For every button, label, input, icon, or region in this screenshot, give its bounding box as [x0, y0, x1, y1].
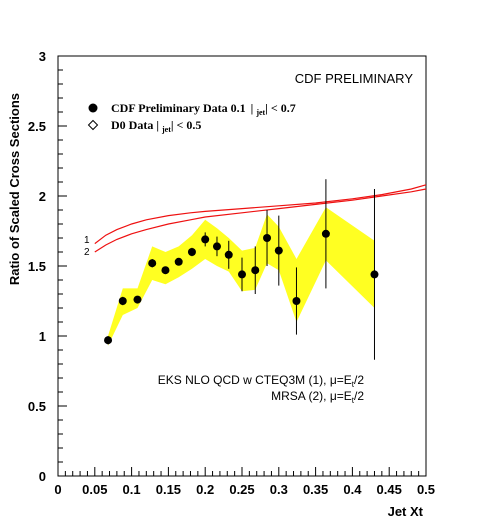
data-point — [321, 229, 330, 238]
annotation-line-1: EKS NLO QCD w CTEQ3M (1), μ=Et/2 — [158, 373, 365, 389]
y-axis-label: Ratio of Scaled Cross Sections — [7, 93, 22, 285]
y-tick-label: 0.5 — [28, 399, 46, 414]
x-tick-label: 0.05 — [82, 482, 107, 497]
data-point — [224, 250, 233, 259]
legend-label-d0: D0 Data | jet| < 0.5 — [111, 118, 201, 134]
data-points-layer — [104, 179, 379, 360]
y-tick-label: 0 — [39, 469, 46, 484]
x-tick-label: 0.5 — [417, 482, 435, 497]
y-tick-label: 3 — [39, 49, 46, 64]
annotation-line-2: MRSA (2), μ=Et/2 — [271, 389, 364, 405]
x-tick-label: 0.4 — [343, 482, 362, 497]
data-point — [133, 295, 142, 304]
theory-curve-2 — [94, 188, 427, 253]
y-tick-label: 2 — [39, 189, 46, 204]
y-tick-label: 1 — [39, 329, 46, 344]
data-point — [251, 266, 260, 275]
legend-d0-sub: jet — [161, 125, 171, 134]
data-point — [174, 257, 183, 266]
x-axis-label: Jet Xt — [388, 504, 424, 519]
data-point — [201, 235, 210, 244]
data-point — [104, 336, 113, 345]
legend-cdf-prefix: CDF Preliminary Data 0.1 — [111, 101, 246, 115]
legend: CDF Preliminary Data 0.1 | jet| < 0.7 D0… — [87, 101, 296, 134]
annotation-line-2-mu: μ=E — [330, 389, 352, 403]
curve-label-1: 1 — [84, 235, 90, 246]
data-point — [118, 297, 127, 305]
data-point — [187, 248, 196, 256]
x-tick-label: 0.3 — [270, 482, 288, 497]
data-point — [292, 297, 301, 305]
x-tick-label: 0.25 — [229, 482, 254, 497]
x-tick-label: 0.1 — [123, 482, 141, 497]
x-tick-label: 0.15 — [156, 482, 181, 497]
curve-label-2: 2 — [84, 247, 90, 258]
data-point — [148, 259, 157, 268]
annotation-line-2-prefix: MRSA (2), — [271, 389, 330, 403]
theory-curve-1 — [94, 184, 427, 245]
x-tick-label: 0.2 — [196, 482, 214, 497]
legend-cdf-suffix: < 0.7 — [271, 101, 296, 115]
annotation-line-1-prefix: EKS NLO QCD w CTEQ3M (1), — [158, 373, 330, 387]
annotation-line-2-suffix: /2 — [354, 389, 364, 403]
legend-marker-d0 — [87, 119, 99, 131]
axis-ticks-layer: 0 0.05 0.1 0.15 0.2 0.25 0.3 0.35 0.4 0.45 0.5 0 0.5… — [28, 49, 435, 497]
legend-d0-suffix: < 0.5 — [177, 118, 202, 132]
theory-curves-layer — [94, 184, 427, 253]
data-point — [238, 270, 246, 279]
y-tick-label: 2.5 — [28, 119, 46, 134]
x-tick-label: 0.35 — [303, 482, 328, 497]
y-tick-label: 1.5 — [28, 259, 46, 274]
annotation-line-1-suffix: /2 — [354, 373, 364, 387]
legend-label-cdf: CDF Preliminary Data 0.1 | jet| < 0.7 — [111, 101, 296, 117]
annotation-line-2-sub: t — [352, 396, 355, 405]
data-point — [370, 270, 379, 279]
data-point — [263, 234, 272, 242]
x-tick-label: 0 — [54, 482, 61, 497]
data-point — [161, 266, 170, 275]
legend-marker-cdf — [88, 103, 98, 113]
legend-cdf-sub: jet — [255, 108, 265, 117]
annotation-line-1-mu: μ=E — [330, 373, 352, 387]
data-point — [274, 246, 283, 255]
chart-title: CDF PRELIMINARY — [295, 71, 414, 86]
data-point — [212, 242, 221, 251]
annotation-line-1-sub: t — [352, 380, 355, 389]
x-tick-label: 0.45 — [377, 482, 402, 497]
legend-d0-prefix: D0 Data — [111, 118, 153, 132]
